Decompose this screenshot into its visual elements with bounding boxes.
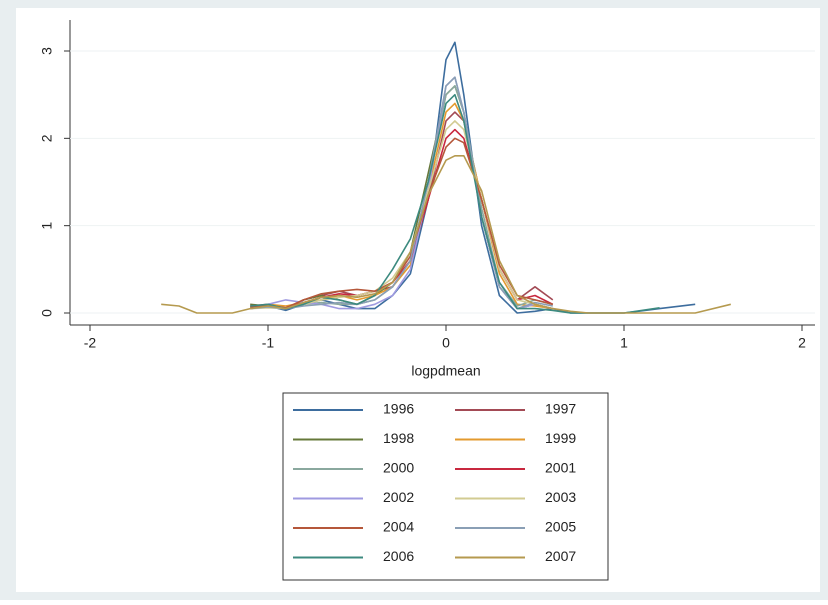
x-tick-label: 0 xyxy=(442,335,450,351)
series-line xyxy=(250,76,553,310)
legend-label: 1998 xyxy=(383,430,414,446)
legend-label: 2001 xyxy=(545,460,576,476)
legend-label: 1999 xyxy=(545,430,576,446)
x-axis-title: logpdmean xyxy=(411,363,480,379)
legend-label: 2005 xyxy=(545,519,576,535)
legend-label: 1996 xyxy=(383,401,414,417)
legend-box xyxy=(282,392,609,581)
x-tick-label: -2 xyxy=(84,335,97,351)
y-tick-label: 0 xyxy=(39,309,55,317)
y-tick-label: 3 xyxy=(39,47,55,55)
legend-label: 2004 xyxy=(383,519,414,535)
y-tick-label: 1 xyxy=(39,222,55,230)
y-tick-label: 2 xyxy=(39,134,55,142)
series-line xyxy=(250,137,553,309)
legend-label: 1997 xyxy=(545,401,576,417)
legend-label: 2003 xyxy=(545,489,576,505)
legend-label: 2002 xyxy=(383,489,414,505)
series-line xyxy=(161,155,731,314)
x-tick-label: 2 xyxy=(798,335,806,351)
legend-label: 2000 xyxy=(383,460,414,476)
x-tick-label: -1 xyxy=(262,335,275,351)
x-tick-label: 1 xyxy=(620,335,628,351)
legend-label: 2006 xyxy=(383,548,414,564)
legend-label: 2007 xyxy=(545,548,576,564)
